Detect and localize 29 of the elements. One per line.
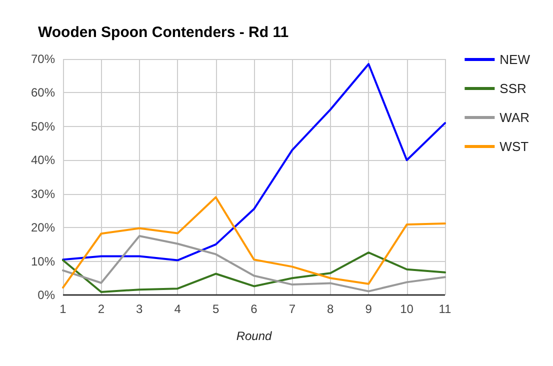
x-tick-label: 10 [400, 302, 414, 316]
line-series [62, 196, 446, 289]
x-axis-title: Round [236, 329, 272, 343]
x-tick-label: 2 [98, 302, 105, 316]
x-tick-label: 7 [288, 302, 296, 316]
legend-label: SSR [500, 81, 526, 96]
x-tick-label: 1 [60, 302, 67, 316]
line-series [62, 252, 446, 293]
y-tick-label: 0% [38, 288, 56, 302]
x-tick-label: 11 [438, 302, 452, 316]
y-tick-label: 30% [30, 186, 56, 201]
x-tick-label: 9 [365, 302, 372, 316]
chart-title: Wooden Spoon Contenders - Rd 11 [38, 24, 289, 41]
legend-label: WAR [500, 110, 530, 125]
y-tick-label: 60% [30, 86, 56, 100]
x-tick-label: 4 [174, 302, 182, 316]
x-tick-label: 8 [327, 302, 334, 316]
y-tick-label: 10% [30, 254, 56, 268]
line-series [62, 63, 446, 262]
y-tick-label: 70% [30, 52, 56, 66]
x-tick-label: 6 [250, 302, 258, 316]
x-tick-label: 5 [212, 302, 220, 316]
y-tick-label: 50% [30, 119, 56, 134]
y-tick-label: 40% [30, 153, 56, 168]
y-tick-label: 20% [30, 220, 56, 235]
legend-label: NEW [500, 52, 531, 67]
line-series [62, 235, 446, 292]
legend-label: WST [500, 139, 529, 154]
x-tick-label: 3 [136, 302, 144, 316]
